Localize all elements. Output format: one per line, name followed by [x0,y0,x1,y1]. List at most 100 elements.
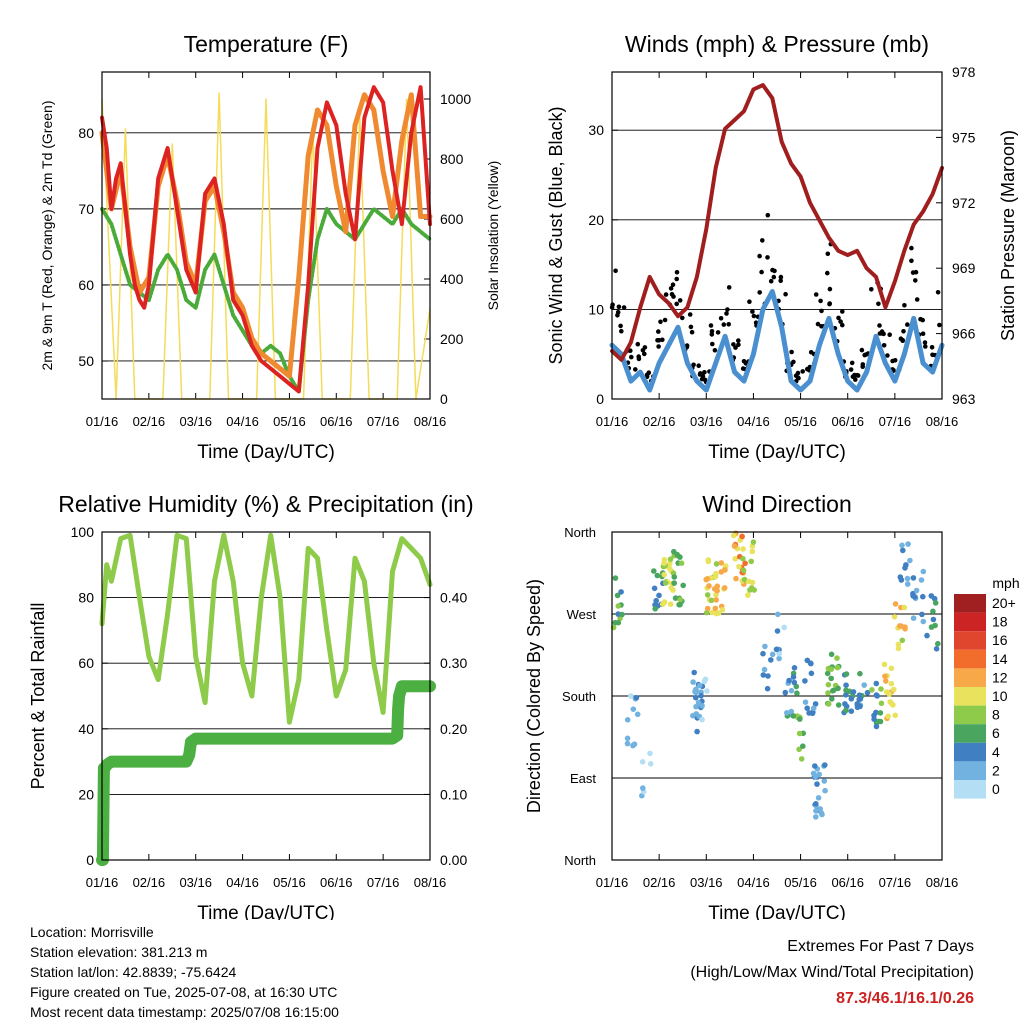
wind-direction-point [662,580,669,586]
wind-direction-point [768,657,774,663]
gust-point [922,340,928,345]
wind-direction-point [882,673,888,680]
gust-point [920,317,925,323]
gust-point [660,337,665,343]
wind-direction-point [628,693,634,699]
wind-direction-point [739,533,745,540]
wind-direction-point [652,606,658,612]
wind-direction-point [786,677,792,684]
wind-direction-point [647,761,654,767]
rh-xtick-label: 03/16 [179,875,212,890]
colorbar-label: 0 [992,781,1000,797]
gust-point [709,329,715,334]
dir-ylabel: Direction (Colored By Speed) [524,579,544,813]
wind-direction-point [749,548,756,555]
wind-direction-point [740,555,746,562]
wind-direction-point [913,587,920,594]
wind-direction-point [704,605,711,612]
gust-point [909,245,914,251]
temp-ylabel: 2m & 9m T (Red, Orange) & 2m Td (Green) [39,101,55,371]
wind-direction-point [661,571,667,578]
gust-point [680,315,685,321]
rh-ylabel: Percent & Total Rainfall [28,603,48,790]
wind-xtick-label: 03/16 [690,414,723,429]
colorbar-label: 20+ [992,595,1016,611]
gust-point [778,274,784,280]
wind-direction-point [769,651,776,658]
colorbar-swatch [954,724,986,743]
wind-direction-point [834,655,840,661]
wind-direction-point [907,557,913,564]
dir-xtick-label: 05/16 [784,875,817,890]
wind-direction-point [798,756,805,762]
gust-point [668,286,674,291]
wind-direction-point [713,592,719,598]
rh-xtick-label: 02/16 [133,875,166,890]
wind-direction-point [741,576,748,583]
wind-direction-point [813,801,819,807]
gust-point [778,278,783,284]
wind-direction-point [834,664,841,671]
wind-direction-point [647,750,653,757]
dir-xtick-label: 07/16 [879,875,912,890]
wind-direction-point [703,576,709,583]
dir-xtick-label: 08/16 [926,875,959,890]
wind-direction-point [898,577,905,583]
wind-direction-point [930,616,937,623]
wind-direction-point [821,778,828,784]
wind-plot-border [611,71,943,400]
gust-point [825,251,831,257]
wind-direction-point [760,650,766,657]
wind-direction-point [702,676,709,682]
wind-direction-point [667,560,673,567]
colorbar-swatch [954,594,986,613]
gust-point [848,367,854,372]
wind-direction-point [712,605,719,612]
wind-direction-point [899,542,905,549]
gust-point [656,329,661,334]
gust-point [910,270,916,275]
dir-xtick-label: 06/16 [831,875,864,890]
dir-plot-border [611,531,943,861]
wind-direction-point [931,595,938,602]
colorbar-swatch [954,649,986,669]
wind-direction-point [618,589,624,595]
charts-canvas: Temperature (F) Time (Day/UTC) 01/16 02/16 0… [28,31,1020,920]
wind-direction-point [924,632,930,639]
wind-direction-point [640,785,646,791]
wind-direction-point [900,547,906,554]
wind-direction-point [693,703,699,710]
wind-y2tick-label: 978 [952,64,976,80]
wind-direction-point [694,728,700,735]
gust-point [815,321,821,327]
wind-direction-point [791,665,798,671]
wind-direction-point [652,602,658,608]
gust-point [902,303,907,308]
gust-point [658,319,663,325]
figure-created: Figure created on Tue, 2025-07-08, at 16… [30,984,338,1000]
wind-direction-point [848,696,855,702]
wind-direction-point [634,711,641,718]
rh-y2tick-label: 0.20 [440,721,467,737]
wind-direction-point [705,557,712,563]
gust-point [646,370,652,376]
temp-y2tick-label: 600 [440,211,464,227]
temp-xtick-label: 02/16 [133,414,166,429]
station-info: Location: Morrisville Station elevation:… [30,922,339,1022]
wind-direction-point [736,563,742,570]
gust-point [616,304,622,310]
wind-direction-point [704,592,711,598]
colorbar-label: 10 [992,688,1008,704]
wind-direction-point [748,558,754,565]
gust-point [640,348,646,353]
wind-direction-point [790,674,797,680]
gust-point [765,255,770,260]
gust-point [838,319,843,324]
gust-point [636,356,642,362]
gust-point [696,363,701,369]
gust-point [662,317,668,323]
gust-point [687,312,693,317]
wind-direction-point [813,808,819,814]
gust-point [689,329,695,335]
wind-direction-point [824,670,831,677]
